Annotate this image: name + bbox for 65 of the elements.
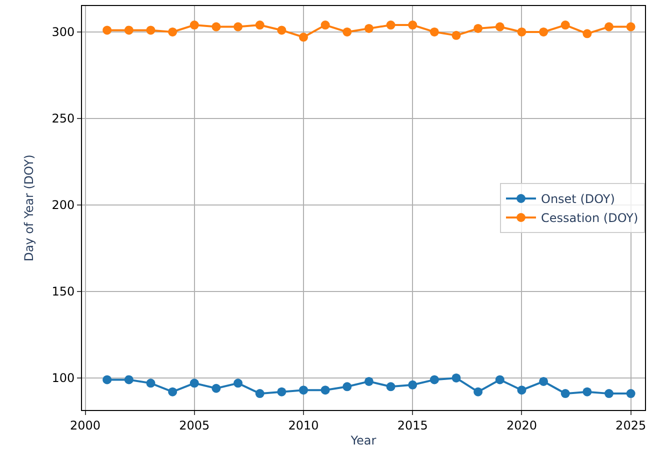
y-tick-label: 200 [52, 198, 75, 212]
point [342, 382, 352, 392]
point [386, 382, 396, 392]
point [102, 375, 112, 384]
point [495, 22, 504, 32]
point [190, 20, 199, 30]
x-tick-label: 2005 [179, 418, 210, 432]
point [430, 375, 439, 384]
point [124, 375, 134, 384]
y-tick-label: 150 [52, 284, 75, 299]
y-axis-title: Day of Year (DOY) [22, 154, 36, 262]
point [386, 20, 396, 30]
point [474, 387, 483, 396]
point [364, 376, 374, 386]
point [168, 387, 178, 396]
point [124, 26, 134, 35]
point [146, 378, 156, 388]
point [626, 389, 636, 398]
point [495, 375, 504, 384]
point [560, 389, 570, 398]
y-tick-label: 100 [52, 371, 75, 386]
x-tick-label: 2010 [288, 418, 319, 432]
point [298, 32, 308, 42]
point [255, 389, 264, 398]
point [234, 378, 243, 388]
point [102, 26, 112, 35]
point [582, 29, 592, 38]
point [560, 20, 570, 30]
x-tick-label: 2020 [506, 418, 537, 432]
x-tick-label: 2025 [616, 418, 646, 432]
y-tick-label: 250 [52, 112, 75, 126]
point [517, 27, 526, 36]
point [626, 22, 636, 32]
point [298, 386, 308, 395]
point [190, 378, 199, 388]
point [212, 22, 221, 32]
x-tick-label: 2015 [397, 418, 428, 432]
point [539, 376, 548, 386]
legend-label: Cessation (DOY) [541, 211, 638, 226]
point [277, 26, 286, 35]
point [452, 373, 461, 382]
point [342, 27, 352, 36]
point [474, 24, 483, 33]
point [212, 384, 221, 393]
point [582, 387, 592, 396]
legend-label: Onset (DOY) [541, 192, 615, 206]
point [604, 389, 614, 398]
point [234, 22, 243, 32]
point [408, 20, 418, 30]
x-tick-label: 2000 [70, 418, 101, 432]
point [452, 30, 461, 40]
point [364, 24, 374, 33]
x-axis-title: Year [350, 433, 376, 448]
point [146, 26, 156, 35]
point [430, 27, 439, 36]
point [539, 27, 548, 36]
point [604, 22, 614, 32]
point [408, 380, 418, 390]
y-tick-label: 300 [52, 25, 75, 40]
point [255, 20, 264, 30]
point [320, 20, 330, 30]
point [277, 387, 286, 396]
point [320, 386, 330, 395]
point [168, 27, 178, 36]
point [517, 386, 526, 395]
